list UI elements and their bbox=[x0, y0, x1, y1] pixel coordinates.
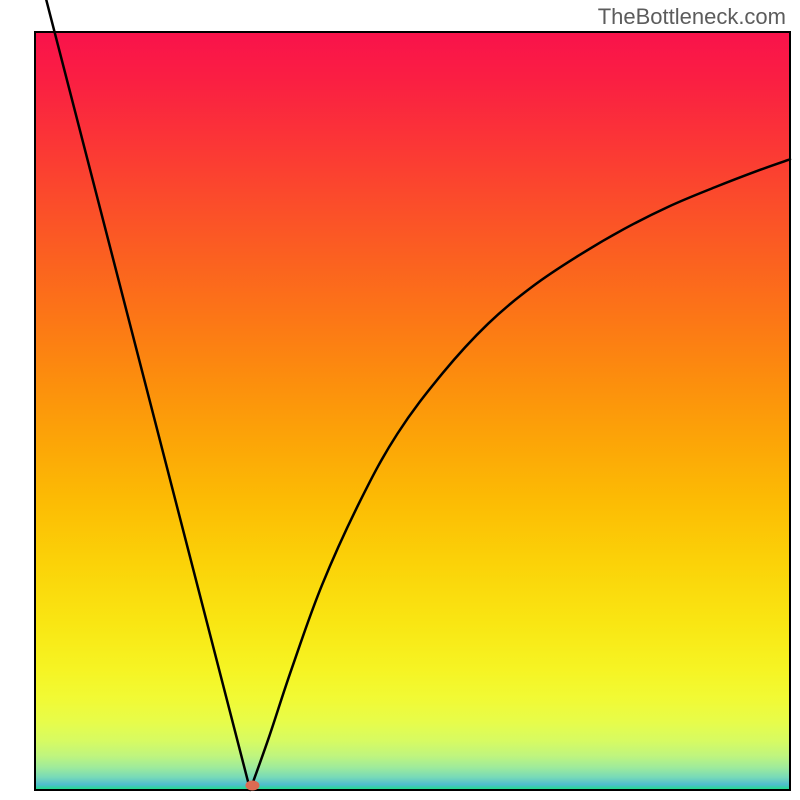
optimal-point-marker bbox=[245, 780, 259, 790]
watermark-text: TheBottleneck.com bbox=[598, 4, 786, 30]
chart-container: TheBottleneck.com bbox=[0, 0, 800, 800]
bottleneck-chart bbox=[0, 0, 800, 800]
